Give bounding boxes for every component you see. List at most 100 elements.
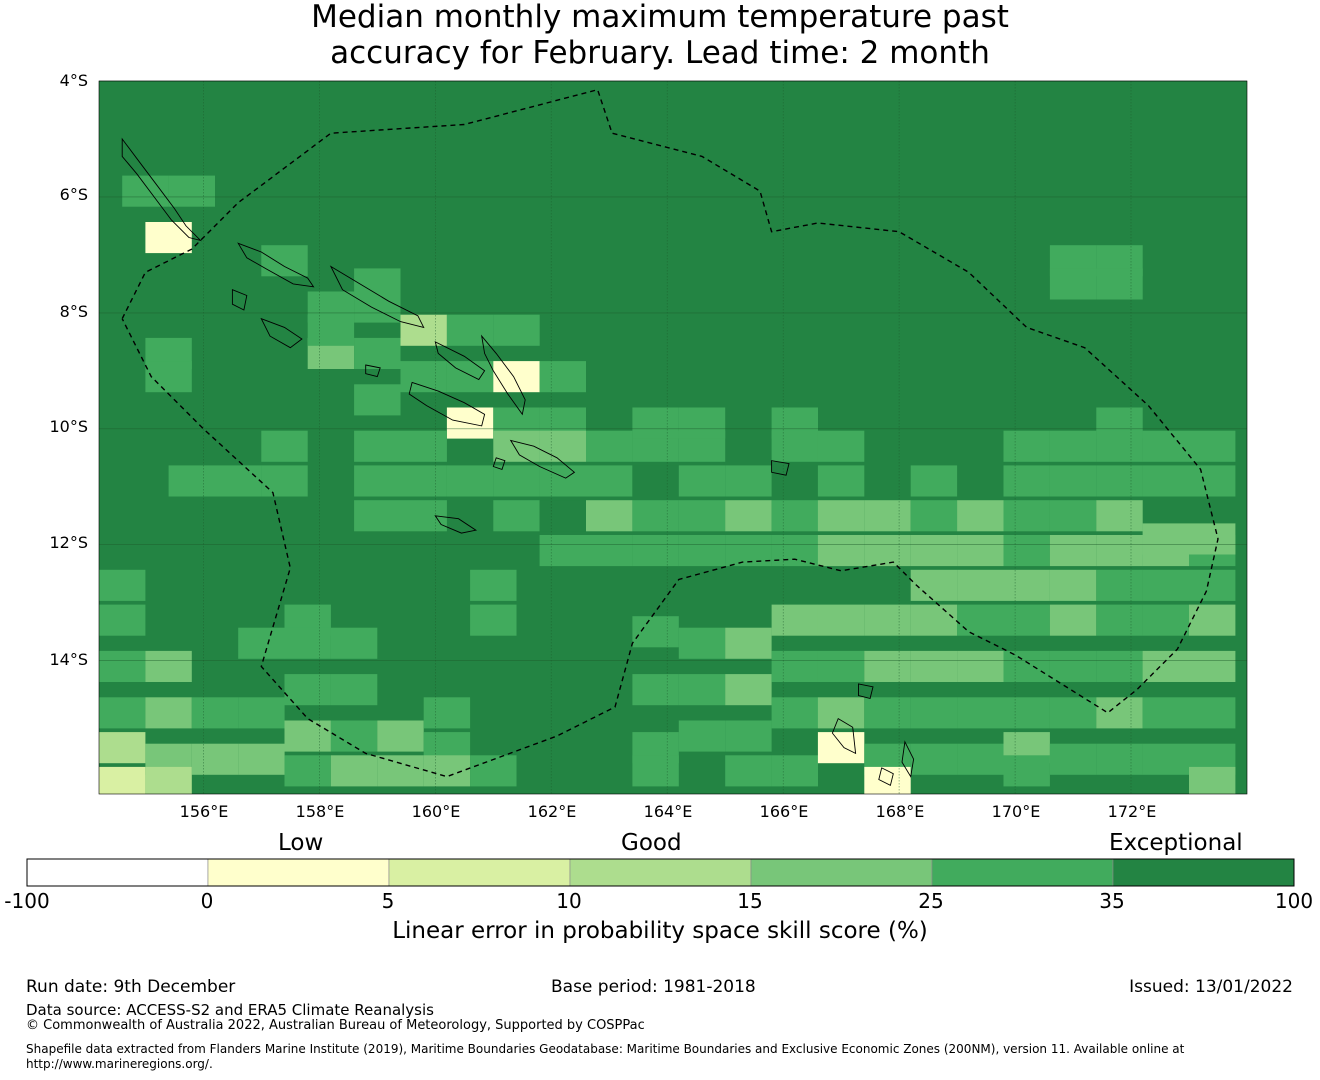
skill-cell: [1189, 604, 1236, 636]
colorbar-label: Linear error in probability space skill …: [392, 918, 928, 944]
skill-cell: [910, 569, 958, 601]
skill-cell: [910, 604, 958, 636]
colorbar-swatch: [388, 858, 571, 887]
island-outline: [492, 457, 506, 470]
skill-cell: [99, 604, 146, 636]
colorbar-swatch: [569, 858, 752, 887]
skill-cell: [725, 627, 772, 659]
island-outline: [434, 341, 486, 381]
skill-cell: [1142, 743, 1189, 775]
skill-cell: [1189, 569, 1236, 601]
lon-label-172e: 172°E: [1107, 802, 1157, 821]
skill-cell: [1189, 766, 1236, 794]
skill-cell: [1003, 569, 1050, 601]
island-outline: [831, 717, 857, 755]
island-outline: [858, 683, 874, 699]
skill-cell: [632, 674, 679, 706]
graticule: [99, 80, 1247, 794]
skill-cell: [910, 697, 958, 729]
skill-cell: [957, 650, 1004, 682]
skill-cell: [957, 604, 1004, 636]
skill-cell: [238, 743, 285, 775]
skill-cell: [817, 430, 865, 462]
skill-cell: [1189, 697, 1236, 729]
skill-cells: [99, 81, 1247, 794]
colorbar-swatch: [26, 858, 209, 887]
skill-cell: [493, 314, 540, 346]
island-outline: [365, 364, 381, 378]
skill-cell: [678, 627, 726, 659]
lon-label-158e: 158°E: [295, 802, 345, 821]
skill-cell: [261, 245, 308, 277]
skill-cell: [1096, 743, 1143, 775]
lat-label-8s: 8°S: [59, 302, 88, 321]
skill-cell: [330, 720, 378, 752]
skill-cell: [1142, 430, 1189, 462]
skill-cell: [539, 535, 586, 567]
skill-cell: [586, 465, 633, 497]
colorbar-tick: 100: [1274, 889, 1314, 913]
skill-cell: [910, 743, 958, 775]
skill-cell: [632, 465, 679, 497]
island-outline: [509, 439, 576, 479]
skill-cell: [400, 430, 447, 462]
skill-cell: [864, 766, 911, 794]
skill-cell: [771, 755, 818, 787]
map-title-line1: Median monthly maximum temperature past: [311, 0, 1009, 35]
island-outline: [434, 515, 478, 534]
skill-cell: [1049, 465, 1097, 497]
skill-cell: [1003, 465, 1050, 497]
skill-cell: [238, 627, 285, 659]
lon-label-164e: 164°E: [643, 802, 693, 821]
skill-cell: [817, 604, 865, 636]
skill-cell: [423, 755, 471, 787]
skill-cell: [99, 697, 146, 729]
skill-cell: [493, 430, 540, 462]
skill-cell: [99, 732, 146, 764]
map-title-line2: accuracy for February. Lead time: 2 mont…: [330, 35, 990, 71]
lon-label-168e: 168°E: [875, 802, 925, 821]
skill-cell: [354, 500, 401, 532]
skill-cell: [145, 650, 192, 682]
island-outline: [771, 460, 790, 476]
lat-label-6s: 6°S: [59, 185, 88, 204]
skill-cell: [586, 500, 633, 532]
skill-cell: [1003, 650, 1050, 682]
skill-cell: [957, 743, 1004, 775]
skill-cell: [470, 755, 517, 787]
colorbar-tick: 15: [737, 889, 763, 913]
skill-cell: [725, 674, 772, 706]
skill-cell: [1003, 430, 1050, 462]
skill-cell: [957, 500, 1004, 532]
skill-cell: [1096, 650, 1143, 682]
skill-cell: [678, 535, 726, 567]
skill-cell: [400, 361, 447, 393]
skill-cell: [864, 604, 911, 636]
skill-cell: [539, 465, 586, 497]
colorbar-tick: 35: [1099, 889, 1125, 913]
skill-cell: [632, 500, 679, 532]
skill-cell: [771, 697, 818, 729]
skill-cell: [632, 616, 679, 648]
skill-cell: [1049, 535, 1097, 567]
shapefile-credit: Shapefile data extracted from Flanders M…: [26, 1042, 1185, 1056]
skill-cell: [864, 697, 911, 729]
skill-cell: [1003, 604, 1050, 636]
lon-label-156e: 156°E: [179, 802, 229, 821]
skill-cell: [1049, 268, 1097, 300]
legend-category-good: Good: [621, 830, 682, 856]
skill-cell: [910, 535, 958, 567]
skill-cell: [1096, 430, 1143, 462]
colorbar-tick: 10: [556, 889, 582, 913]
skill-cell: [771, 650, 818, 682]
skill-cell: [1049, 569, 1097, 601]
skill-cell: [1142, 650, 1189, 682]
skill-cell: [817, 500, 865, 532]
skill-cell: [145, 222, 192, 254]
island-outline: [121, 137, 202, 242]
issued-date: Issued: 13/01/2022: [1129, 977, 1293, 997]
skill-cell: [377, 720, 424, 752]
colorbar-swatch: [931, 858, 1114, 887]
skill-cell: [725, 500, 772, 532]
skill-cell: [817, 650, 865, 682]
